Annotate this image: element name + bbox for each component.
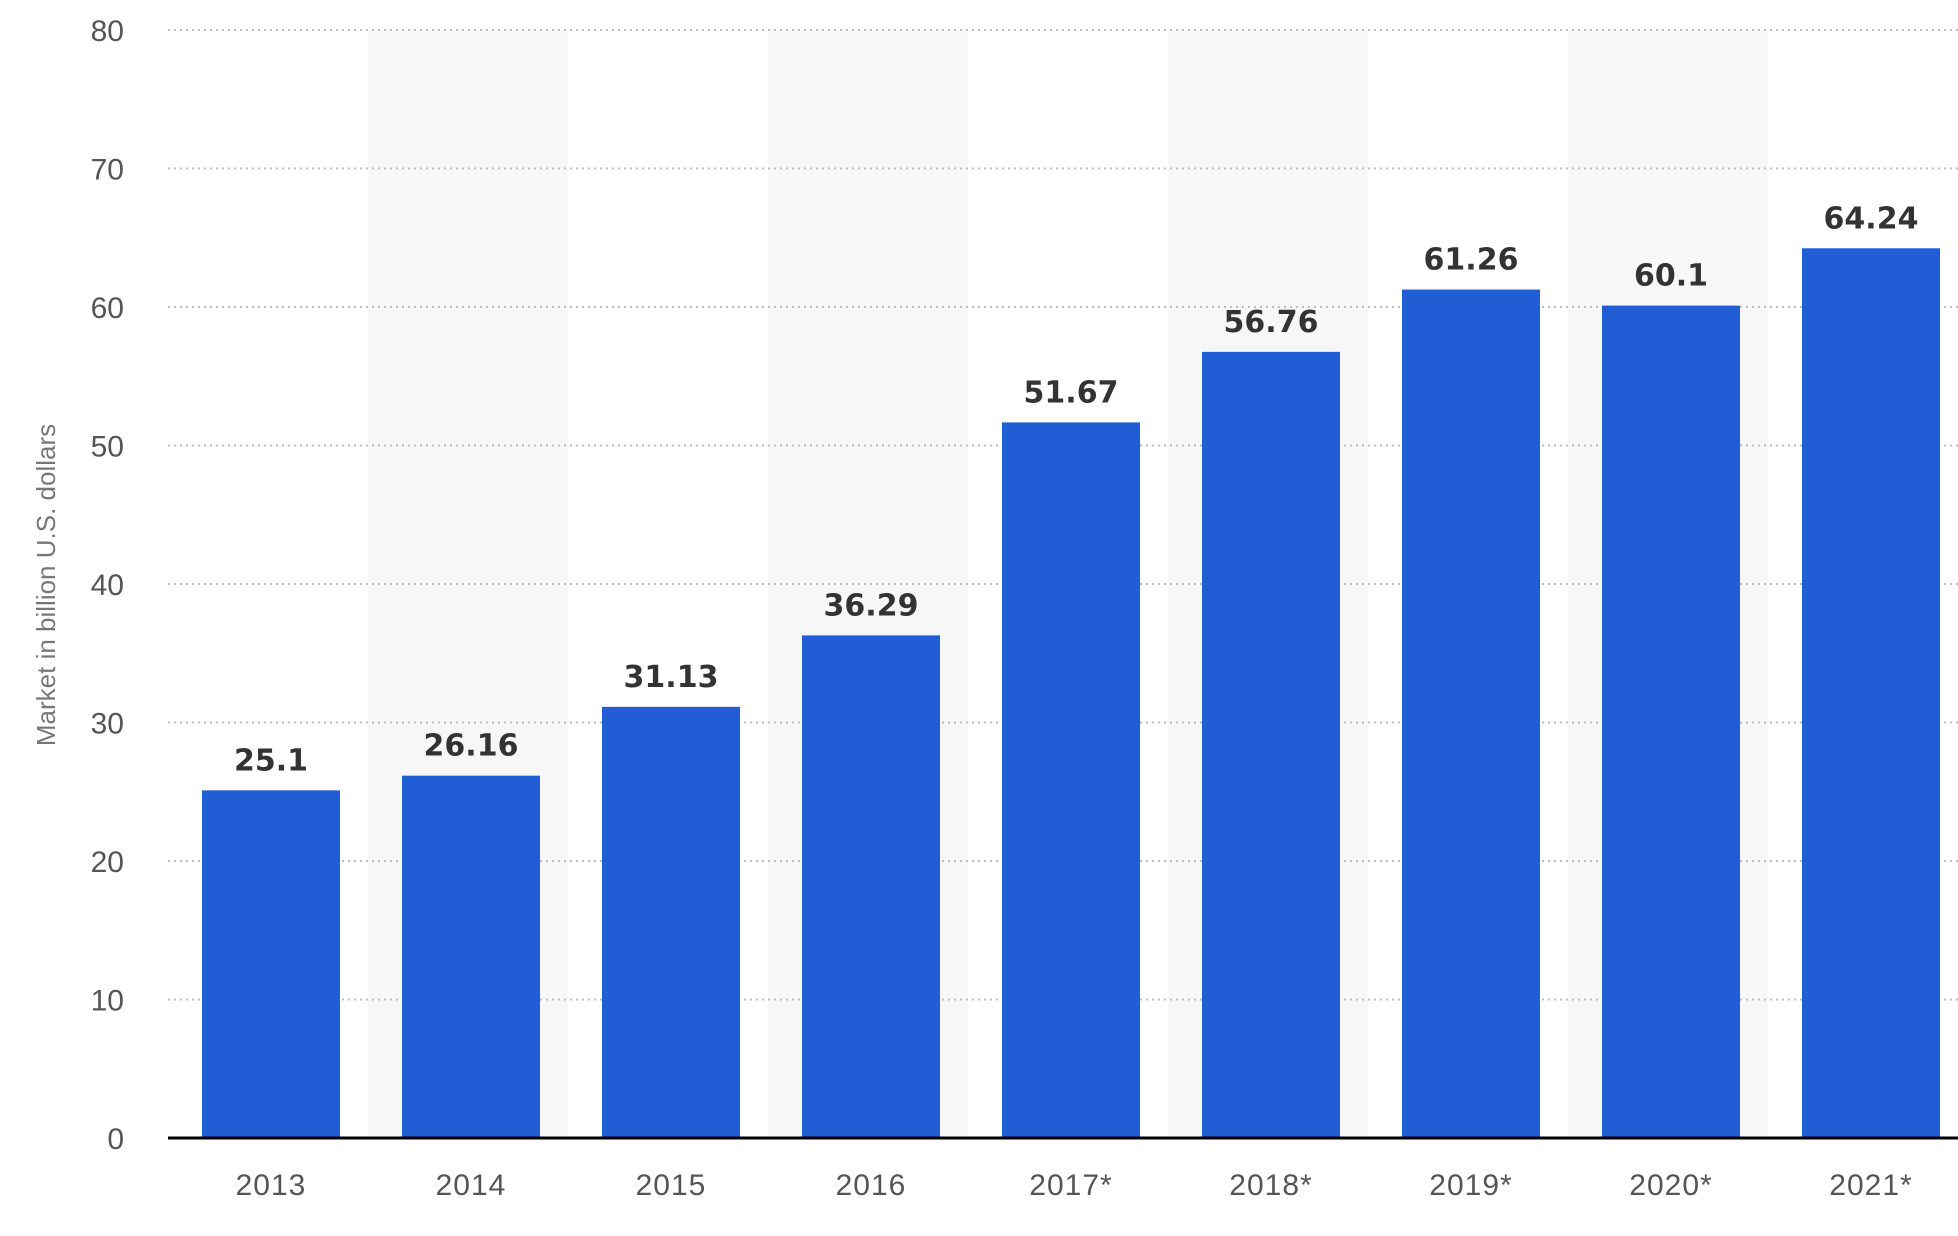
value-labels: 25.1 26.16 31.13 36.29 51.67 56.76 61.26 60.1 64… bbox=[234, 201, 1918, 778]
x-tick-label: 2019* bbox=[1429, 1169, 1512, 1202]
y-tick-label: 50 bbox=[91, 431, 124, 464]
x-tick-label: 2017* bbox=[1029, 1169, 1112, 1202]
x-axis-ticks: 2013 2014 2015 2016 2017* 2018* 2019* 2020* 2021… bbox=[236, 1169, 1912, 1202]
x-tick-label: 2020* bbox=[1629, 1169, 1712, 1202]
x-tick-label: 2013 bbox=[236, 1169, 307, 1202]
y-tick-label: 60 bbox=[91, 292, 124, 325]
y-axis-title: Market in billion U.S. dollars bbox=[31, 424, 61, 746]
bar-value-label: 60.1 bbox=[1634, 259, 1708, 294]
bar-value-label: 26.16 bbox=[424, 729, 519, 764]
bar-value-label: 61.26 bbox=[1424, 243, 1519, 278]
bars bbox=[202, 248, 1940, 1139]
bar bbox=[202, 790, 340, 1138]
bar-value-label: 25.1 bbox=[234, 743, 308, 778]
y-tick-label: 70 bbox=[91, 154, 124, 187]
x-tick-label: 2021* bbox=[1829, 1169, 1912, 1202]
bar-value-label: 31.13 bbox=[624, 660, 719, 695]
bar bbox=[1002, 422, 1140, 1139]
bar bbox=[1402, 289, 1540, 1138]
y-tick-label: 40 bbox=[91, 569, 124, 602]
x-tick-label: 2018* bbox=[1229, 1169, 1312, 1202]
y-axis-ticks: 0 10 20 30 40 50 60 70 80 bbox=[91, 15, 124, 1156]
x-tick-label: 2015 bbox=[636, 1169, 707, 1202]
bar bbox=[802, 635, 940, 1138]
bar-value-label: 56.76 bbox=[1224, 305, 1319, 340]
bar bbox=[402, 775, 540, 1138]
x-tick-label: 2016 bbox=[836, 1169, 907, 1202]
bar-value-label: 36.29 bbox=[824, 588, 919, 623]
bar-value-label: 64.24 bbox=[1824, 201, 1919, 236]
bar bbox=[1602, 305, 1740, 1138]
x-tick-label: 2014 bbox=[436, 1169, 507, 1202]
y-tick-label: 20 bbox=[91, 846, 124, 879]
y-tick-label: 80 bbox=[91, 15, 124, 48]
y-tick-label: 0 bbox=[107, 1123, 124, 1156]
bar-value-label: 51.67 bbox=[1024, 375, 1119, 410]
y-tick-label: 30 bbox=[91, 708, 124, 741]
bar bbox=[1802, 248, 1940, 1138]
bar bbox=[602, 706, 740, 1138]
bar bbox=[1202, 351, 1340, 1138]
y-tick-label: 10 bbox=[91, 985, 124, 1018]
